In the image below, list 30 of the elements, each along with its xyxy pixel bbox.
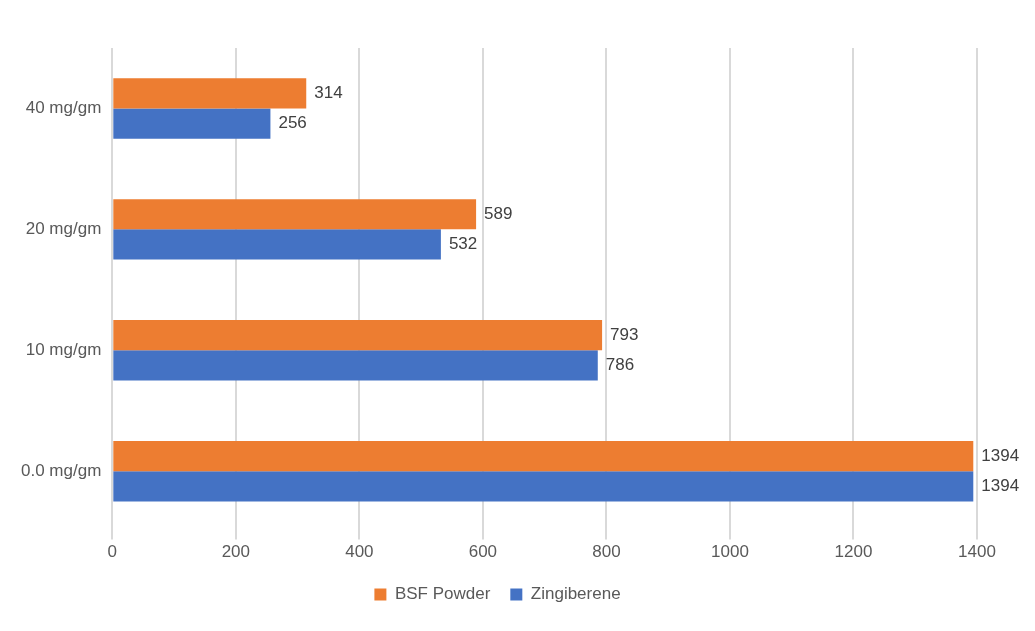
bar <box>113 229 441 260</box>
legend-label: BSF Powder <box>394 584 491 604</box>
data-label: 256 <box>278 113 307 133</box>
y-tick-label: 40 mg/gm <box>25 98 102 118</box>
bar <box>113 78 307 109</box>
bar <box>113 471 974 502</box>
x-tick-label: 0 <box>107 542 118 562</box>
x-tick-label: 1400 <box>958 542 996 562</box>
legend-label: Zingiberene <box>530 584 621 604</box>
bar <box>113 199 477 230</box>
bar <box>113 320 603 351</box>
x-tick-label: 600 <box>468 542 498 562</box>
bar <box>113 350 598 381</box>
y-tick-label: 20 mg/gm <box>25 219 102 239</box>
x-tick-label: 800 <box>592 542 621 562</box>
x-tick-label: 400 <box>345 542 374 562</box>
data-label: 314 <box>314 83 343 103</box>
y-tick-label: 0.0 mg/gm <box>21 460 102 480</box>
x-tick-label: 1000 <box>711 542 749 562</box>
data-label: 1394 <box>981 445 1020 465</box>
x-tick-label: 1200 <box>834 542 873 562</box>
data-label: 532 <box>448 234 478 254</box>
y-tick-label: 10 mg/gm <box>25 339 102 359</box>
data-label: 589 <box>484 203 513 223</box>
bar <box>113 108 271 139</box>
data-label: 786 <box>605 355 635 375</box>
data-label: 1394 <box>981 475 1020 495</box>
bar <box>113 440 974 472</box>
x-tick-label: 200 <box>221 542 251 562</box>
data-label: 793 <box>610 324 639 344</box>
